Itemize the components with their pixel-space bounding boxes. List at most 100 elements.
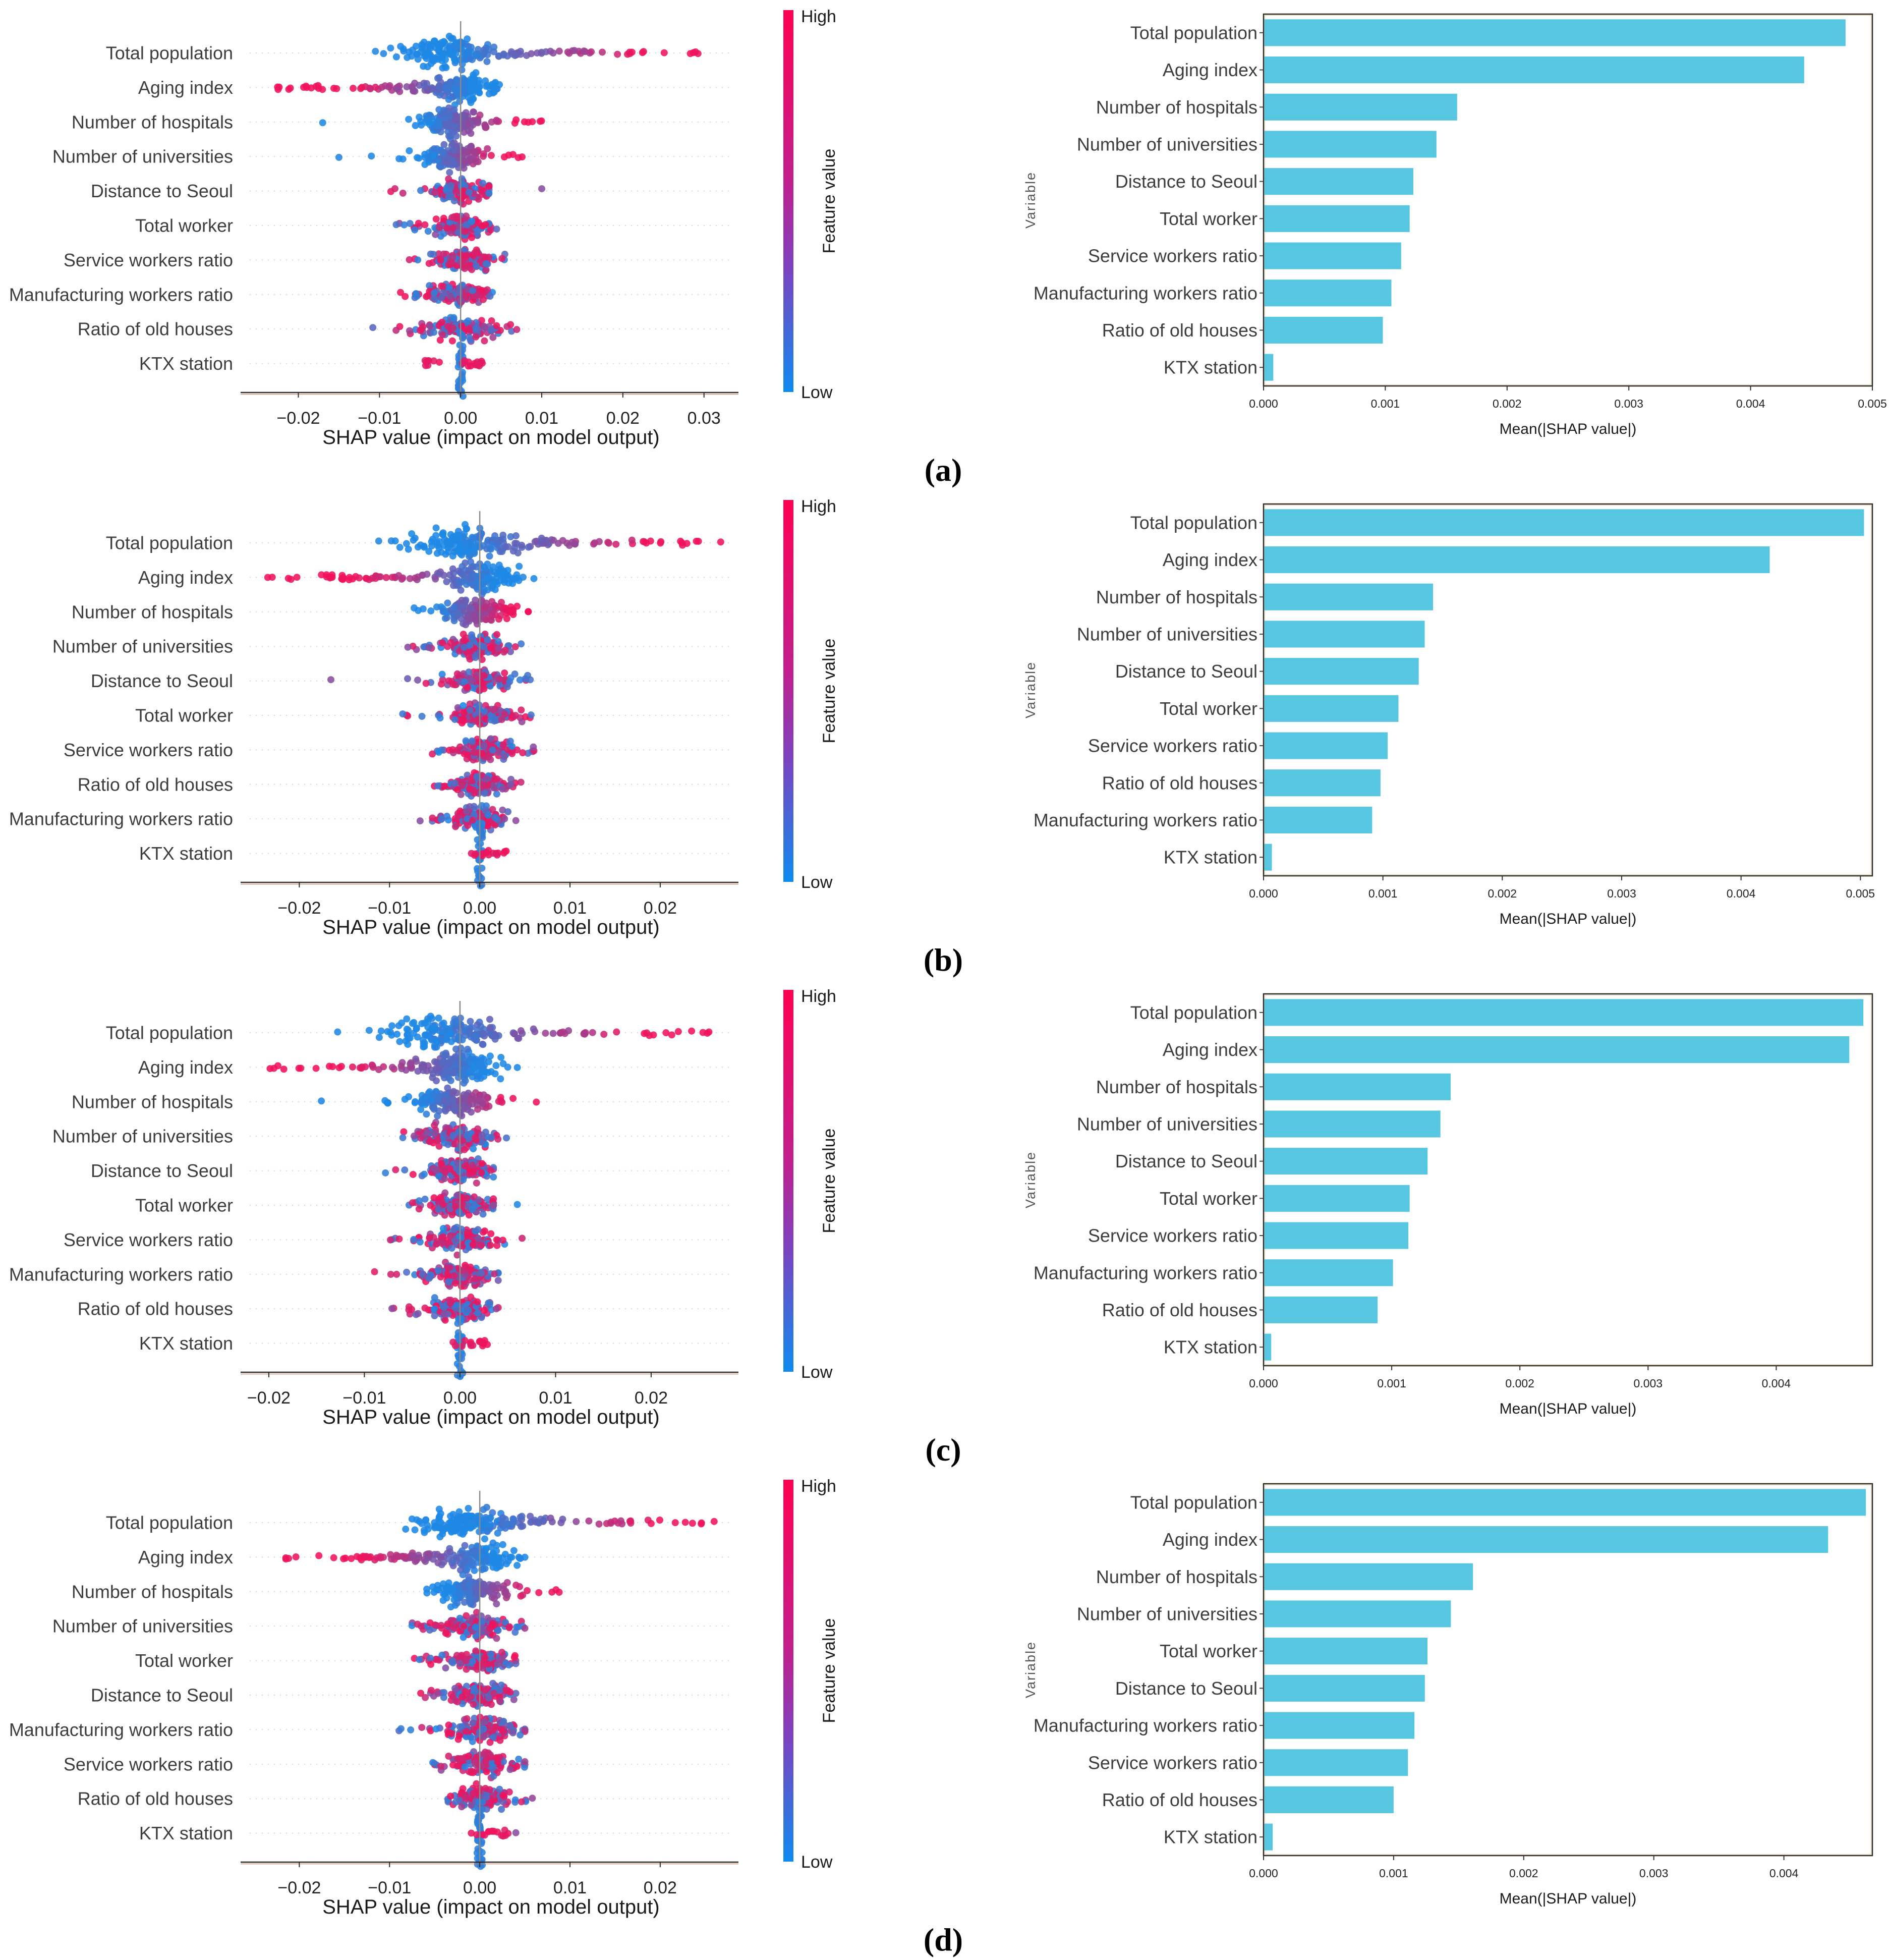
shap-dot [437, 49, 444, 57]
feature-value-colorbar [783, 10, 793, 392]
shap-dot [489, 1549, 497, 1557]
shap-dot [429, 814, 436, 822]
shap-dot [430, 145, 438, 152]
shap-dot [447, 1165, 454, 1173]
shap-dot [456, 743, 464, 751]
bar-row-label: KTX station [1164, 1337, 1257, 1358]
shap-dot [467, 336, 474, 344]
x-tick-label: 0.03 [688, 409, 721, 428]
shap-dot [454, 229, 462, 236]
bar-x-axis-title: Mean(|SHAP value|) [1500, 911, 1637, 927]
beeswarm-row-label: Total population [106, 1023, 233, 1043]
shap-dot [487, 1030, 494, 1037]
shap-dot [436, 714, 444, 722]
shap-dot [445, 104, 452, 111]
shap-dot [472, 158, 480, 165]
x-tick-label: 0.001 [1371, 397, 1400, 410]
beeswarm-row-dots [369, 314, 521, 345]
shap-dot [462, 621, 470, 629]
shap-dot [603, 1520, 610, 1527]
bar-series [1264, 999, 1864, 1361]
shap-dot [466, 325, 473, 333]
shap-dot [447, 639, 454, 646]
shap-dot [469, 1073, 476, 1081]
shap-dot [440, 1310, 448, 1318]
shap-dot [424, 362, 432, 369]
shap-dot [449, 1069, 456, 1076]
x-tick-label: 0.00 [463, 899, 496, 918]
panel-letter-c: (c) [925, 1432, 961, 1468]
shap-dot [450, 160, 457, 167]
shap-dot [468, 48, 475, 55]
shap-dot [662, 1029, 670, 1037]
bar-x-axis-title: Mean(|SHAP value|) [1500, 421, 1637, 437]
bar-6 [1264, 695, 1399, 722]
x-tick-label: −0.01 [358, 409, 401, 428]
shap-dot [449, 565, 456, 573]
shap-dot [443, 225, 451, 232]
shap-dot [495, 645, 502, 652]
shap-dot [409, 1552, 416, 1559]
shap-dot [420, 1170, 428, 1178]
shap-dot [518, 640, 525, 648]
shap-dot [485, 189, 493, 197]
shap-dot [426, 322, 434, 329]
shap-dot [493, 322, 500, 329]
shap-dot [513, 1561, 521, 1569]
shap-dot [482, 77, 489, 85]
shap-dot [491, 1558, 498, 1566]
bar-y-axis-title: Variable [1023, 661, 1038, 718]
shap-dot [476, 111, 484, 119]
shap-dot [428, 538, 435, 545]
beeswarm-row-dots [399, 1118, 510, 1154]
shap-dot [432, 215, 440, 223]
shap-dot [457, 387, 465, 395]
shap-dot [330, 85, 337, 92]
shap-dot [293, 574, 301, 581]
shap-dot [356, 574, 363, 582]
feature-value-colorbar [783, 500, 793, 882]
shap-dot [446, 46, 454, 54]
shap-dot [457, 1024, 465, 1032]
bar-y-axis-title: Variable [1023, 1151, 1038, 1208]
shap-dot [425, 260, 433, 267]
shap-dot [449, 140, 456, 147]
shap-dot [465, 42, 472, 50]
shap-dot [481, 337, 488, 345]
x-tick-label: −0.01 [368, 899, 411, 918]
shap-dot [474, 46, 482, 53]
shap-dot [456, 544, 464, 552]
shap-dot [450, 1551, 457, 1559]
shap-dot [449, 1095, 456, 1103]
shap-dot [409, 1020, 416, 1027]
shap-dot [495, 562, 503, 569]
shap-dot [440, 250, 447, 258]
x-tick-label: 0.002 [1493, 397, 1522, 410]
shap-dot [527, 711, 535, 719]
shap-dot [406, 220, 414, 228]
x-tick-label: 0.003 [1634, 1377, 1663, 1390]
shap-dot [441, 1316, 449, 1324]
shap-dot [431, 1306, 438, 1313]
shap-dot [482, 609, 490, 617]
x-tick-label: −0.02 [277, 899, 321, 918]
shap-dot [430, 251, 437, 258]
shap-dot [375, 1034, 383, 1041]
beeswarm-row-dots [423, 1571, 563, 1611]
shap-dot [392, 221, 400, 229]
shap-dot [698, 1520, 705, 1528]
shap-dot [421, 1039, 428, 1047]
beeswarm-row-dots [386, 1223, 526, 1259]
shap-dot [450, 314, 457, 321]
shap-dot [475, 1196, 482, 1204]
shap-dot [448, 214, 455, 221]
bar-8 [1264, 769, 1381, 797]
shap-dot [468, 1561, 476, 1569]
shap-dot [453, 786, 461, 794]
shap-dot [501, 710, 508, 718]
shap-dot [465, 546, 473, 554]
bar-4 [1264, 1110, 1441, 1138]
